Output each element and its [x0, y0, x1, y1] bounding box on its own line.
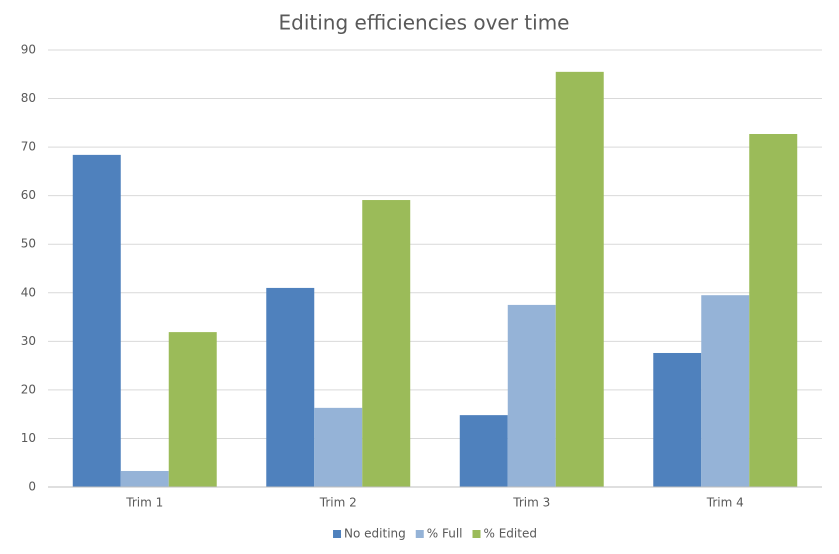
- y-tick-label: 40: [21, 285, 36, 299]
- bar: [266, 287, 315, 487]
- legend-label: % Edited: [484, 527, 537, 541]
- bar: [120, 470, 169, 487]
- y-tick-label: 70: [21, 140, 36, 154]
- y-tick-label: 10: [21, 431, 36, 445]
- bar: [749, 134, 798, 488]
- bar: [362, 200, 411, 487]
- legend-swatch: [472, 530, 481, 538]
- x-tick-label: Trim 4: [706, 496, 744, 510]
- y-tick-label: 20: [21, 382, 36, 396]
- legend-label: % Full: [427, 527, 463, 541]
- y-tick-label: 90: [21, 43, 36, 57]
- legend-swatch: [415, 530, 424, 538]
- y-tick-label: 60: [21, 188, 36, 202]
- bar: [314, 407, 363, 487]
- bar: [555, 71, 604, 487]
- y-tick-label: 50: [21, 237, 36, 251]
- bar: [507, 304, 556, 487]
- x-tick-label: Trim 1: [125, 496, 163, 510]
- bar: [459, 415, 508, 487]
- legend-label: No editing: [344, 527, 406, 541]
- x-tick-label: Trim 3: [512, 496, 550, 510]
- bar: [72, 154, 121, 487]
- y-tick-label: 80: [21, 91, 36, 105]
- chart-title: Editing efficiencies over time: [279, 11, 570, 35]
- bar: [653, 352, 702, 487]
- legend-swatch: [333, 530, 342, 538]
- bar: [168, 332, 217, 487]
- y-tick-label: 30: [21, 334, 36, 348]
- y-tick-label: 0: [28, 480, 36, 494]
- x-tick-label: Trim 2: [319, 496, 357, 510]
- bar: [701, 295, 750, 487]
